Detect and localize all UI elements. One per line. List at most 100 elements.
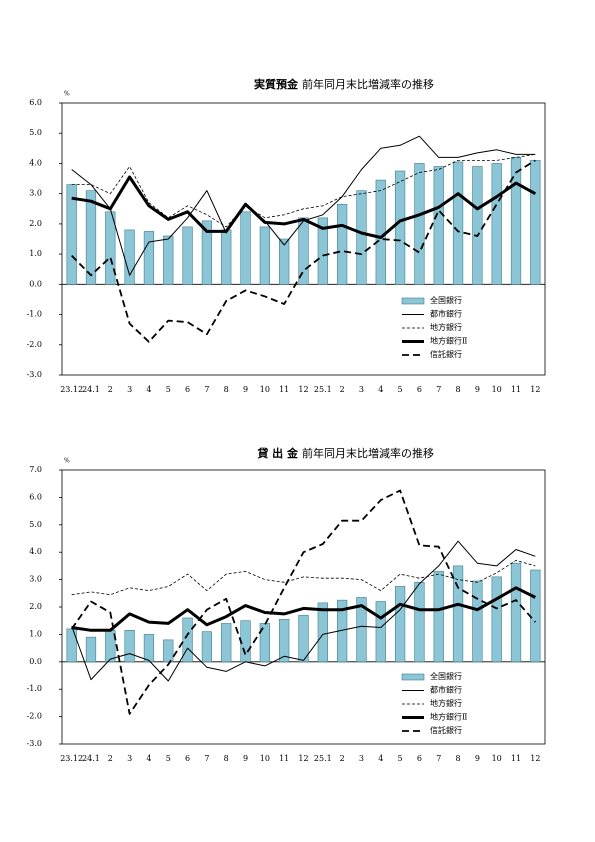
x-tick-label: 12	[530, 754, 540, 763]
legend-label: 地方銀行Ⅱ	[430, 336, 467, 346]
x-tick-label: 6	[417, 754, 422, 763]
chart-subtitle: 前年同月末比増減率の推移	[302, 446, 434, 460]
line	[71, 540, 536, 682]
y-tick-label: 4.0	[29, 158, 42, 167]
x-tick-label: 4	[146, 754, 151, 763]
y-unit: %	[64, 91, 70, 98]
bar	[201, 220, 213, 285]
y-tick-label: 2.0	[29, 602, 42, 611]
bar	[394, 170, 406, 285]
bar	[491, 576, 502, 663]
legend-label: 信託銀行	[430, 349, 462, 359]
bar	[279, 238, 290, 285]
x-tick-label: 6	[185, 754, 190, 763]
x-tick-label: 7	[436, 754, 441, 763]
x-tick-label: 25.1	[314, 754, 332, 763]
x-tick-label: 12	[298, 385, 308, 394]
x-tick-label: 9	[475, 385, 480, 394]
x-tick-label: 25.1	[314, 385, 332, 394]
bar	[298, 614, 309, 663]
x-tick-label: 4	[146, 385, 151, 394]
y-tick-label: 1.0	[29, 629, 42, 638]
line	[71, 560, 536, 596]
bar	[298, 217, 309, 285]
chart-subtitle: 前年同月末比増減率の推移	[302, 77, 434, 91]
x-tick-label: 3	[127, 754, 132, 763]
x-tick-label: 9	[475, 754, 480, 763]
x-tick-label: 11	[279, 385, 289, 394]
chart-title: 実質預金	[254, 77, 299, 91]
bar	[163, 639, 174, 663]
chart: 実質預金 前年同月末比増減率の推移% -3.0 -2.0 -1.0 0.0 1.0 2.0 3.…	[27, 77, 546, 394]
bar	[124, 229, 135, 285]
x-tick-label: 11	[511, 754, 521, 763]
x-tick-label: 11	[279, 754, 289, 763]
x-tick-label: 2	[340, 385, 345, 394]
bar	[530, 569, 541, 663]
x-tick-label: 24.1	[82, 385, 100, 394]
legend-label: 都市銀行	[430, 309, 462, 319]
bar	[356, 597, 367, 663]
x-tick-label: 5	[166, 754, 171, 763]
y-tick-label: 7.0	[29, 465, 42, 474]
x-tick-label: 12	[298, 754, 308, 763]
x-tick-label: 11	[511, 385, 521, 394]
x-tick-label: 10	[260, 385, 270, 394]
bar	[375, 601, 386, 663]
x-tick-label: 4	[378, 385, 383, 394]
x-tick-label: 7	[204, 754, 209, 763]
y-tick-label: 5.0	[29, 128, 42, 137]
x-tick-label: 23.12	[60, 754, 83, 763]
bar	[414, 163, 425, 285]
bar	[143, 634, 155, 663]
chart-title: 貸 出 金	[256, 446, 299, 460]
y-tick-label: 0.0	[29, 279, 42, 288]
legend-label: 都市銀行	[430, 685, 462, 695]
bar	[452, 565, 464, 663]
y-tick-label: -3.0	[27, 370, 42, 379]
x-tick-label: 6	[185, 385, 190, 394]
bar	[279, 619, 290, 663]
x-tick-label: 8	[456, 385, 461, 394]
x-tick-label: 7	[204, 385, 209, 394]
y-tick-label: 3.0	[29, 189, 42, 198]
y-tick-label: 4.0	[29, 547, 42, 556]
bar	[317, 217, 328, 285]
bar	[143, 231, 155, 285]
x-tick-label: 7	[436, 385, 441, 394]
x-tick-label: 10	[260, 754, 270, 763]
legend-label: 全国銀行	[430, 671, 462, 681]
bar	[66, 184, 77, 285]
x-tick-label: 6	[417, 385, 422, 394]
bar	[182, 617, 193, 663]
y-tick-label: 6.0	[29, 98, 42, 107]
legend-label: 地方銀行Ⅱ	[430, 712, 467, 722]
plot-frame	[61, 102, 546, 376]
y-tick-label: -1.0	[27, 310, 42, 319]
y-tick-label: 6.0	[29, 492, 42, 501]
x-tick-label: 9	[243, 385, 248, 394]
bar	[240, 211, 251, 285]
x-tick-label: 5	[166, 385, 171, 394]
bar	[240, 620, 251, 663]
y-unit: %	[64, 458, 70, 465]
line	[70, 489, 536, 715]
bar	[433, 571, 444, 663]
bar	[530, 160, 541, 285]
y-tick-label: -2.0	[27, 712, 42, 721]
bar	[85, 636, 97, 663]
x-tick-label: 4	[378, 754, 383, 763]
bar	[85, 190, 97, 285]
x-tick-label: 23.12	[60, 385, 83, 394]
x-tick-label: 5	[398, 754, 403, 763]
y-tick-label: -1.0	[27, 684, 42, 693]
bar	[221, 623, 232, 663]
y-tick-label: -2.0	[27, 340, 42, 349]
x-tick-label: 5	[398, 385, 403, 394]
bar	[66, 628, 77, 663]
x-tick-label: 9	[243, 754, 248, 763]
x-tick-label: 12	[530, 385, 540, 394]
bar	[491, 163, 502, 285]
x-tick-label: 8	[224, 385, 229, 394]
x-tick-label: 2	[108, 385, 113, 394]
